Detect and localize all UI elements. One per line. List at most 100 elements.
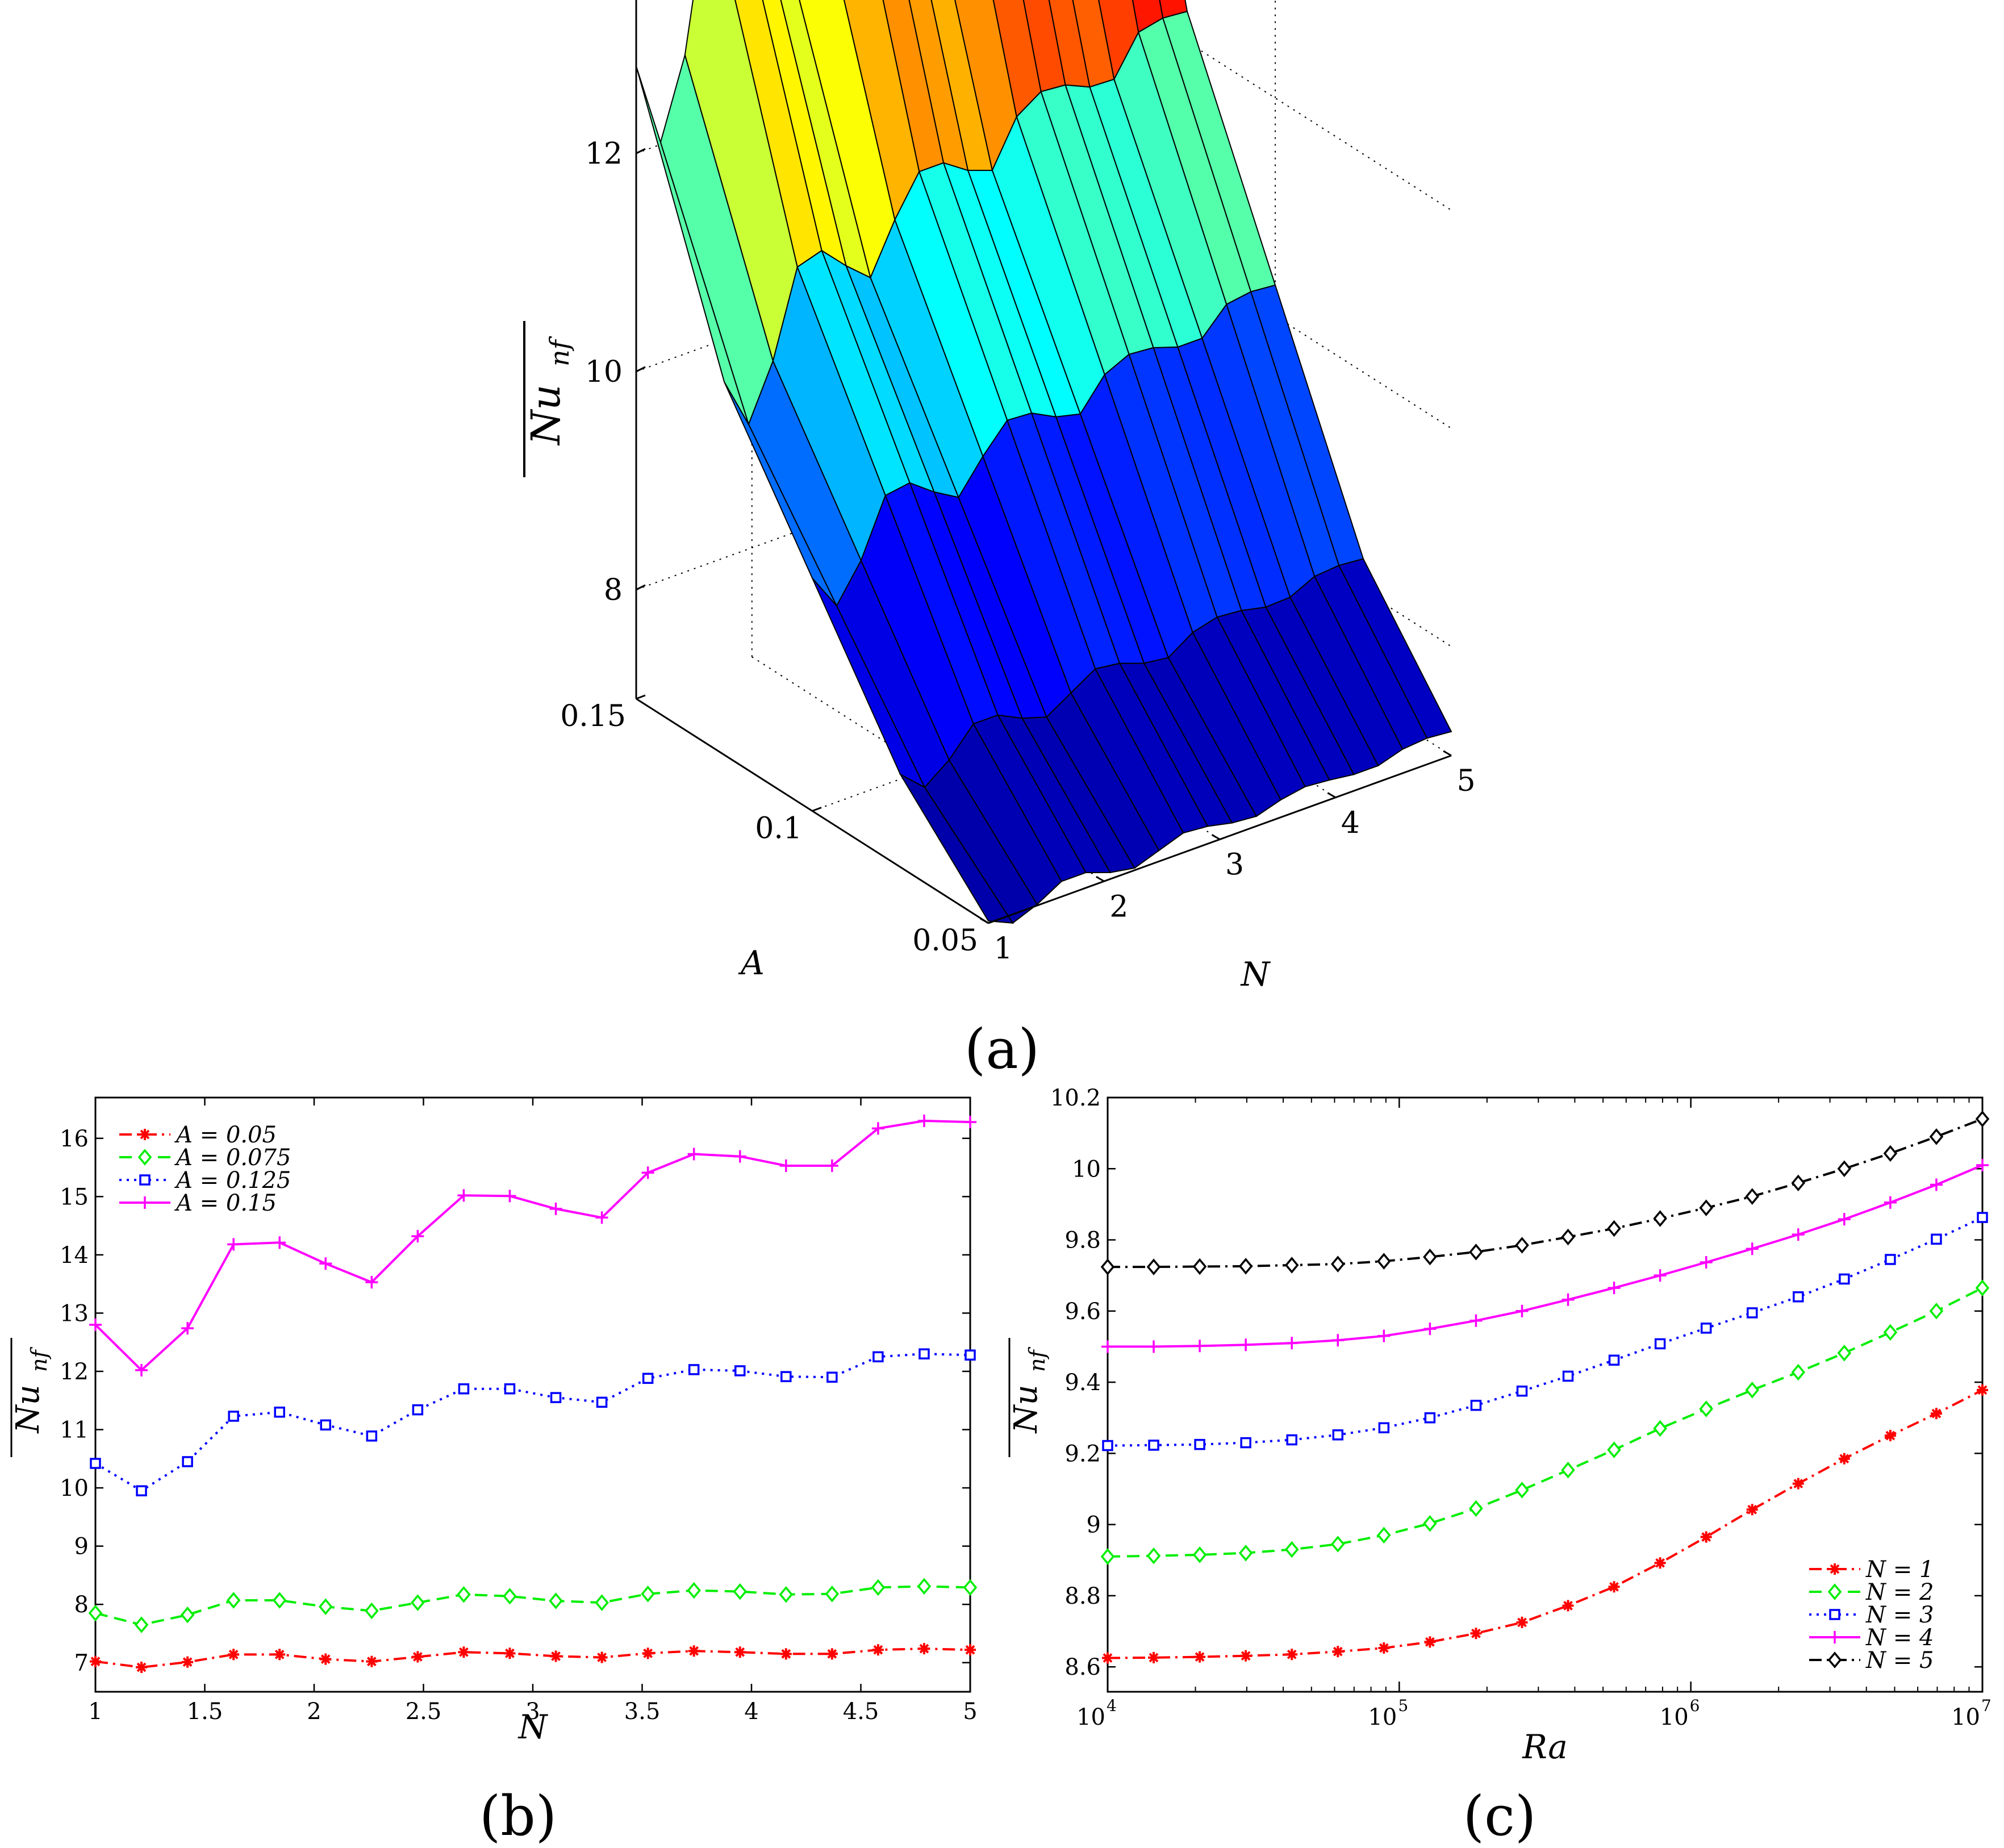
panel-b-legend-marker-2 [137, 1149, 152, 1166]
panel-b-series-2-point [503, 1588, 517, 1605]
panel-b-series-3-point [826, 1371, 838, 1383]
panel-b-series-4-point [733, 1150, 746, 1163]
panel-c-series-1-point [1884, 1430, 1896, 1442]
panel-a-surface-patch [954, 0, 1017, 172]
panel-c-series-3-point [1793, 1291, 1804, 1303]
panel-b-series-2-point [134, 1616, 149, 1633]
panel-b-series-3-point [228, 1411, 239, 1422]
panel-b-series-4-point [595, 1211, 608, 1224]
panel-b-series-2-point [917, 1578, 932, 1595]
panel-c-y-tick-label: 9.6 [1064, 1299, 1101, 1325]
panel-b-legend-label-4: A = 0.15 [174, 1190, 277, 1216]
panel-c-series-1-point [1332, 1646, 1344, 1658]
svg-text:Nu: Nu [1008, 1384, 1045, 1434]
panel-c-series-1-point [1792, 1478, 1804, 1490]
panel-c-series-5-point [1699, 1199, 1713, 1216]
panel-b-series-4-point [687, 1148, 700, 1161]
panel-b-series-2-point [687, 1582, 701, 1599]
panel-b-series-3-point [504, 1383, 516, 1395]
panel-b-series-2-point [779, 1586, 794, 1603]
panel-c-y-label: Nu nf [1008, 1338, 1050, 1457]
panel-b-series-4-point [457, 1189, 470, 1202]
panel-b-y-tick-label: 16 [60, 1126, 89, 1152]
panel-c-series-2-point [1515, 1482, 1529, 1499]
panel-c-series-2-point [1699, 1400, 1713, 1417]
panel-c-series-2-point [1929, 1303, 1944, 1320]
panel-c-series-4-point [1700, 1255, 1713, 1269]
panel-c-series-3-point [1332, 1429, 1344, 1441]
panel-c-legend-label-5: N = 5 [1865, 1647, 1934, 1674]
panel-b-series-1-point [136, 1661, 148, 1673]
panel-a-x-label: A [738, 944, 765, 982]
panel-c-series-1-point [1562, 1600, 1574, 1612]
panel-c-series-5-point [1653, 1210, 1667, 1227]
panel-b-series-1-point [596, 1651, 608, 1663]
panel-c-series-3-point [1931, 1233, 1942, 1245]
panel-c-legend-marker-2 [1827, 1583, 1842, 1600]
panel-c-series-5-point [1929, 1128, 1944, 1145]
panel-b-series-2-point [871, 1579, 886, 1596]
panel-b-series-3-point [182, 1456, 193, 1467]
panel-a-surface-patch [992, 0, 1042, 118]
panel-c-series-5-point [1146, 1258, 1161, 1275]
panel-c-series-1-point [1424, 1636, 1436, 1648]
panel-b-series-1-point [182, 1656, 194, 1668]
panel-c-series-1-point [1608, 1581, 1620, 1593]
panel-c-series-1-point [1194, 1651, 1206, 1663]
panel-c-series-3-point [1839, 1273, 1850, 1285]
panel-c-series-2-point [1423, 1515, 1437, 1532]
panel-c-series-3-point [1378, 1422, 1390, 1434]
panel-a-y-tick-label: 1 [993, 932, 1012, 966]
panel-c-series-1-point [1148, 1651, 1160, 1663]
panel-b-series-line-4 [94, 1119, 971, 1372]
panel-a-y-tick-label: 2 [1109, 890, 1128, 924]
panel-b-series [88, 1115, 978, 1673]
panel-c-series-2-point [1238, 1544, 1253, 1562]
panel-b-series-2-point [88, 1604, 103, 1622]
panel-b-series-2-point [595, 1594, 609, 1611]
panel-c-series-2-point [1377, 1526, 1391, 1544]
panel-b-series-3-point [642, 1373, 654, 1384]
panel-b-x-tick-label: 5 [963, 1699, 977, 1725]
svg-text:Nu: Nu [10, 1384, 47, 1434]
panel-a-caption: (a) [965, 1017, 1039, 1081]
panel-c-series-3-point [1286, 1434, 1297, 1446]
panel-c-series-4-point [1746, 1242, 1759, 1255]
panel-b-legend-marker-1 [139, 1129, 151, 1140]
panel-c-series [1100, 1110, 1990, 1664]
panel-c-series-1-point [1516, 1616, 1528, 1628]
panel-a-surface-patch [908, 0, 969, 172]
panel-c-x-tick-exponent: 4 [1107, 1696, 1117, 1715]
panel-b-series-1-point [550, 1650, 562, 1662]
panel-a-surface [636, 0, 1452, 924]
panel-c-series-4-point [1792, 1228, 1805, 1241]
panel-b-series-4-point [273, 1236, 286, 1249]
panel-b-series-2-point [457, 1586, 471, 1603]
panel-b-series-4-point [411, 1230, 424, 1243]
panel-b-x-tick-label: 2.5 [406, 1699, 442, 1725]
panel-c-series-3-point [1148, 1440, 1159, 1451]
panel-c-series-3-point [1516, 1385, 1528, 1397]
panel-a-surface-patch [1048, 0, 1091, 88]
panel-b-series-4-point [871, 1122, 884, 1135]
panel-c-series-5-point [1837, 1160, 1852, 1178]
panel-b-series-1-point [872, 1644, 884, 1656]
panel-b-y-tick-label: 15 [60, 1184, 89, 1210]
panel-b-x-tick-label: 2 [307, 1699, 321, 1725]
panel-c-series-2-point [1469, 1500, 1483, 1517]
panel-b-series-2-point [411, 1594, 425, 1611]
panel-c-y-tick-label: 10 [1072, 1156, 1101, 1182]
panel-b-series-line-2 [95, 1585, 971, 1626]
panel-c-x-label: Ra [1522, 1728, 1568, 1766]
panel-c-series-5-point [1975, 1110, 1990, 1128]
panel-b-series-3-point [688, 1364, 700, 1375]
panel-c-series-4-point [1331, 1334, 1345, 1347]
panel-b-series-2-point [318, 1598, 333, 1616]
panel-c-series-2-point [1975, 1279, 1990, 1296]
panel-a-y-tick-label: 3 [1225, 848, 1244, 882]
panel-c-x-tick-exponent: 5 [1398, 1696, 1408, 1715]
panel-c-series-2-point [1837, 1344, 1852, 1362]
